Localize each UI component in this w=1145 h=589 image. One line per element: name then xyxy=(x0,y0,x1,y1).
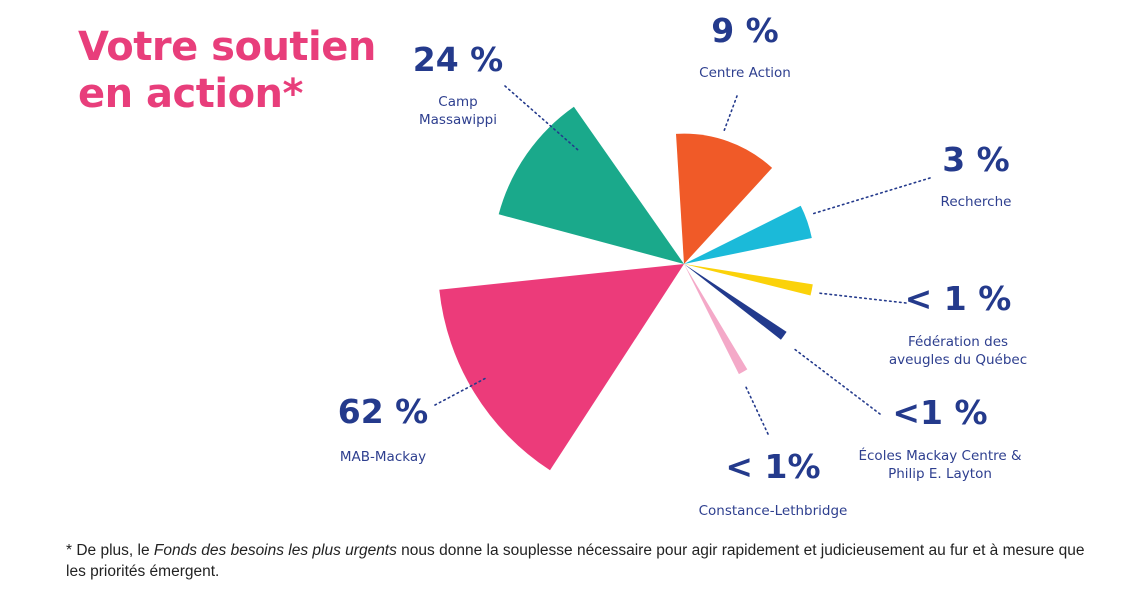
wedge-recherche xyxy=(684,205,812,264)
name-label-camp-massawippi-1: Camp xyxy=(438,94,477,110)
leader-line-recherche xyxy=(811,177,931,215)
footnote-suffix: nous donne la souplesse nécessaire pour … xyxy=(66,542,1085,580)
pct-label-ecoles: <1 % xyxy=(892,393,987,432)
footnote-prefix: * De plus, le xyxy=(66,542,154,559)
leader-line-ecoles xyxy=(792,347,881,415)
pct-label-mab-mackay: 62 % xyxy=(338,392,428,431)
footnote-italic: Fonds des besoins les plus urgents xyxy=(153,542,397,559)
name-label-recherche: Recherche xyxy=(941,194,1012,210)
pct-label-camp-massawippi: 24 % xyxy=(413,40,503,79)
wedge-constance-lethbridge xyxy=(684,264,748,375)
name-label-ecoles-2: Philip E. Layton xyxy=(888,466,992,482)
wedges-group xyxy=(439,106,813,471)
page-title: Votre soutien en action* xyxy=(78,24,376,118)
leader-line-constance xyxy=(744,384,769,435)
leader-line-federation xyxy=(817,292,907,304)
name-label-centre-action: Centre Action xyxy=(699,65,791,81)
pct-label-federation: < 1 % xyxy=(905,279,1012,318)
leader-line-centre-action xyxy=(723,95,738,132)
name-label-ecoles-1: Écoles Mackay Centre & xyxy=(858,447,1022,464)
wedge-federation-des-aveugles-du-quebec xyxy=(684,264,813,296)
wedge-ecoles-mackay-centre-philip-e-layton xyxy=(684,264,787,340)
title-line-1: Votre soutien xyxy=(78,24,376,70)
footnote: * De plus, le Fonds des besoins les plus… xyxy=(66,540,1096,582)
name-label-federation-1: Fédération des xyxy=(908,334,1008,350)
pct-label-recherche: 3 % xyxy=(942,140,1010,179)
leader-lines-group xyxy=(434,85,931,435)
name-label-camp-massawippi-2: Massawippi xyxy=(419,112,497,128)
pct-label-centre-action: 9 % xyxy=(711,11,779,50)
name-label-mab-mackay: MAB-Mackay xyxy=(340,449,426,465)
wedge-mab-mackay xyxy=(439,264,684,471)
leader-line-camp-massawippi xyxy=(504,85,579,151)
name-label-constance: Constance-Lethbridge xyxy=(699,503,848,519)
name-label-federation-2: aveugles du Québec xyxy=(889,352,1027,368)
wedge-centre-action xyxy=(676,133,773,264)
title-line-2: en action* xyxy=(78,71,303,117)
leader-line-mab-mackay xyxy=(434,377,487,406)
pct-label-constance: < 1% xyxy=(725,447,820,486)
wedge-camp-massawippi xyxy=(498,106,684,264)
